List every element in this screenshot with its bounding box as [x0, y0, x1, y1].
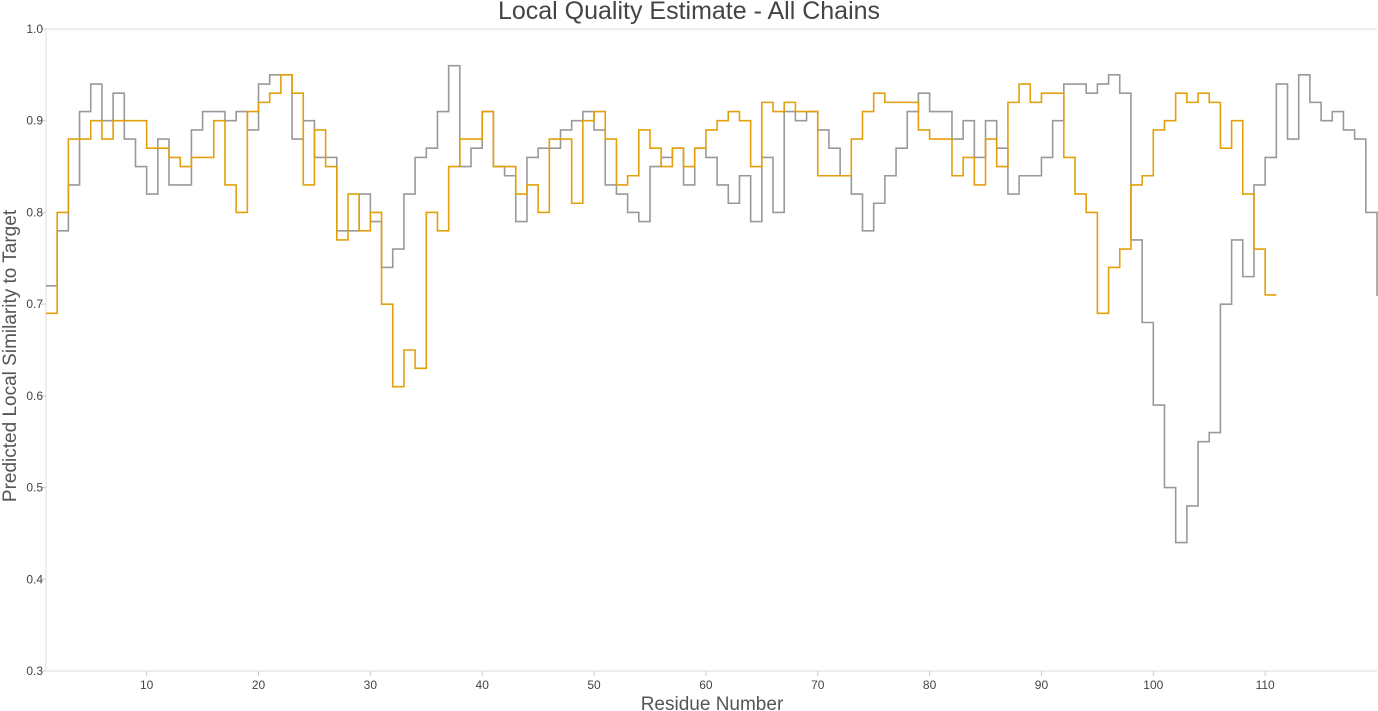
axes	[45, 28, 1377, 672]
y-tick-label: 0.8	[26, 205, 43, 219]
y-tick-label: 0.4	[26, 572, 43, 586]
x-tick-label: 80	[923, 678, 937, 692]
series-line-2	[46, 74, 1277, 388]
y-axis-title: Predicted Local Similarity to Target	[0, 209, 21, 502]
y-tick-label: 1.0	[26, 22, 43, 36]
series-layer	[46, 64, 1378, 544]
ticks: 0.3 0.4 0.5 0.6 0.7 0.8 0.9 1.0 10 20 30 40 50 60 70 80…	[26, 22, 1275, 692]
series-line-1	[46, 64, 1378, 544]
chart-title: Local Quality Estimate - All Chains	[498, 0, 880, 25]
y-tick-label: 0.7	[26, 297, 43, 311]
y-tick-label: 0.3	[26, 664, 43, 678]
y-tick-label: 0.5	[26, 481, 43, 495]
x-tick-label: 10	[140, 678, 154, 692]
y-tick-label: 0.9	[26, 114, 43, 128]
x-tick-label: 50	[587, 678, 601, 692]
x-tick-label: 90	[1035, 678, 1049, 692]
y-tick-label: 0.6	[26, 389, 43, 403]
x-axis-title: Residue Number	[641, 694, 784, 711]
x-tick-label: 110	[1256, 678, 1275, 692]
x-tick-label: 40	[476, 678, 490, 692]
x-tick-label: 30	[364, 678, 378, 692]
x-tick-label: 20	[252, 678, 266, 692]
x-tick-label: 60	[699, 678, 713, 692]
x-tick-label: 100	[1143, 678, 1163, 692]
x-tick-label: 70	[811, 678, 825, 692]
